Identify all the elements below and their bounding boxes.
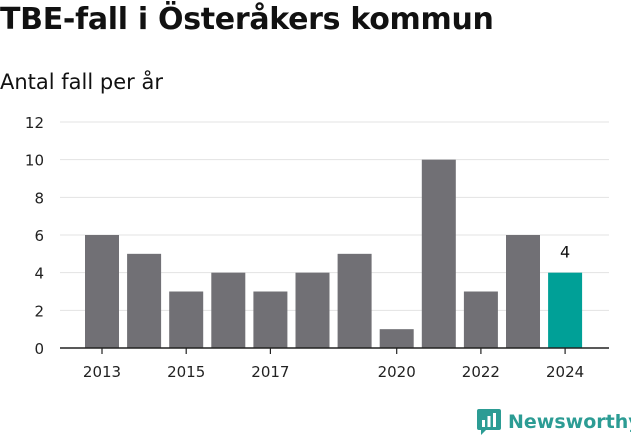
bar-2022: [463, 291, 498, 348]
newsworthy-logo: Newsworthy: [476, 406, 631, 438]
bar-chart: 0 2 4 6 8 10 12 2013 2015 2017 2020 2022 2024 4: [25, 114, 609, 381]
brand-name: Newsworthy: [508, 411, 631, 433]
bar-2023: [506, 235, 540, 348]
bar-2015: [169, 291, 204, 348]
y-tick-label: 8: [34, 189, 44, 207]
x-tick-label: 2022: [462, 363, 500, 381]
y-tick-label: 12: [25, 114, 44, 132]
bar-2020: [379, 329, 414, 348]
bar-2024: [548, 272, 583, 348]
y-axis-ticks: 0 2 4 6 8 10 12: [25, 114, 44, 358]
data-label-2024: 4: [560, 243, 570, 262]
x-tick-label: 2017: [251, 363, 289, 381]
bar-2021: [421, 159, 456, 348]
bars: [85, 159, 583, 348]
chart-title: TBE-fall i Österåkers kommun: [0, 2, 494, 37]
y-tick-label: 4: [34, 265, 44, 283]
bar-2013: [85, 235, 119, 348]
x-tick-label: 2024: [546, 363, 584, 381]
y-tick-label: 10: [25, 152, 44, 170]
newsworthy-chart-icon: [477, 409, 501, 435]
x-tick-label: 2013: [83, 363, 121, 381]
y-tick-label: 6: [34, 227, 44, 245]
bar-2014: [127, 253, 162, 348]
bar-2017: [253, 291, 288, 348]
x-tick-label: 2020: [378, 363, 416, 381]
y-tick-label: 0: [34, 340, 44, 358]
bar-2016: [211, 272, 246, 348]
x-tick-label: 2015: [167, 363, 205, 381]
data-labels: 4: [560, 243, 570, 262]
bar-2018: [295, 272, 330, 348]
bar-2019: [337, 253, 372, 348]
y-tick-label: 2: [34, 302, 44, 320]
x-axis-ticks: 2013 2015 2017 2020 2022 2024: [83, 348, 584, 381]
chart-subtitle: Antal fall per år: [0, 70, 163, 94]
